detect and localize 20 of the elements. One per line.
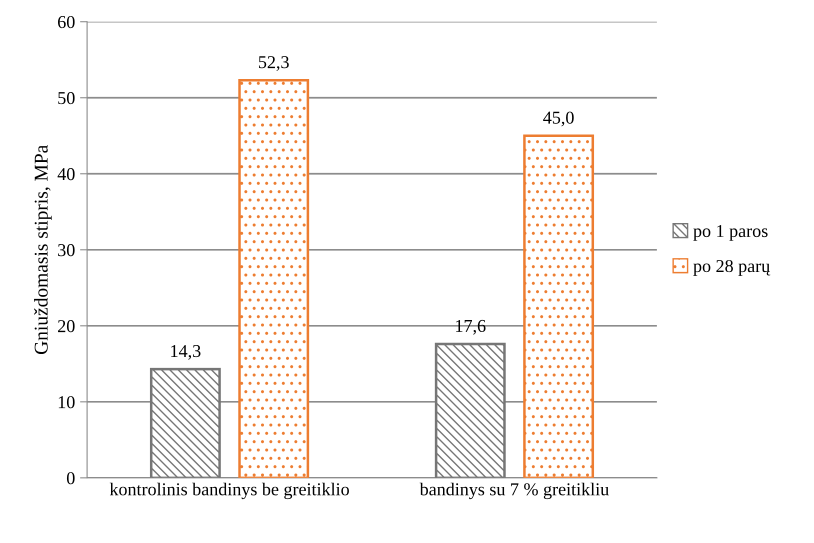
data-label: 14,3 (171, 344, 200, 360)
y-axis-title: Gniuždomasis stipris, MPa (34, 144, 52, 354)
y-tick-label: 10 (58, 396, 75, 408)
y-tick-label: 30 (58, 244, 75, 256)
bar (523, 134, 594, 478)
data-label: 45,0 (543, 112, 574, 126)
data-label: 17,6 (456, 320, 486, 335)
y-tick-label: 40 (58, 168, 75, 180)
x-tick-label: bandinys su 7 % greitikliu (420, 482, 609, 500)
legend-label: po 1 paros (693, 224, 768, 241)
x-tick-label: kontrolinis bandinys be greitiklio (110, 482, 349, 500)
y-tick-label: 60 (58, 16, 75, 28)
legend-label: po 28 parų (693, 260, 770, 276)
data-label: 52,3 (258, 56, 289, 71)
bar (238, 79, 310, 478)
y-tick-label: 0 (66, 472, 75, 484)
bar (150, 368, 221, 478)
bar (434, 342, 506, 478)
y-tick-label: 50 (58, 92, 75, 104)
y-tick-label: 20 (58, 320, 75, 332)
